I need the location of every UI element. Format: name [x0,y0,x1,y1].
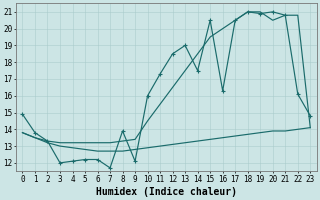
X-axis label: Humidex (Indice chaleur): Humidex (Indice chaleur) [96,186,237,197]
